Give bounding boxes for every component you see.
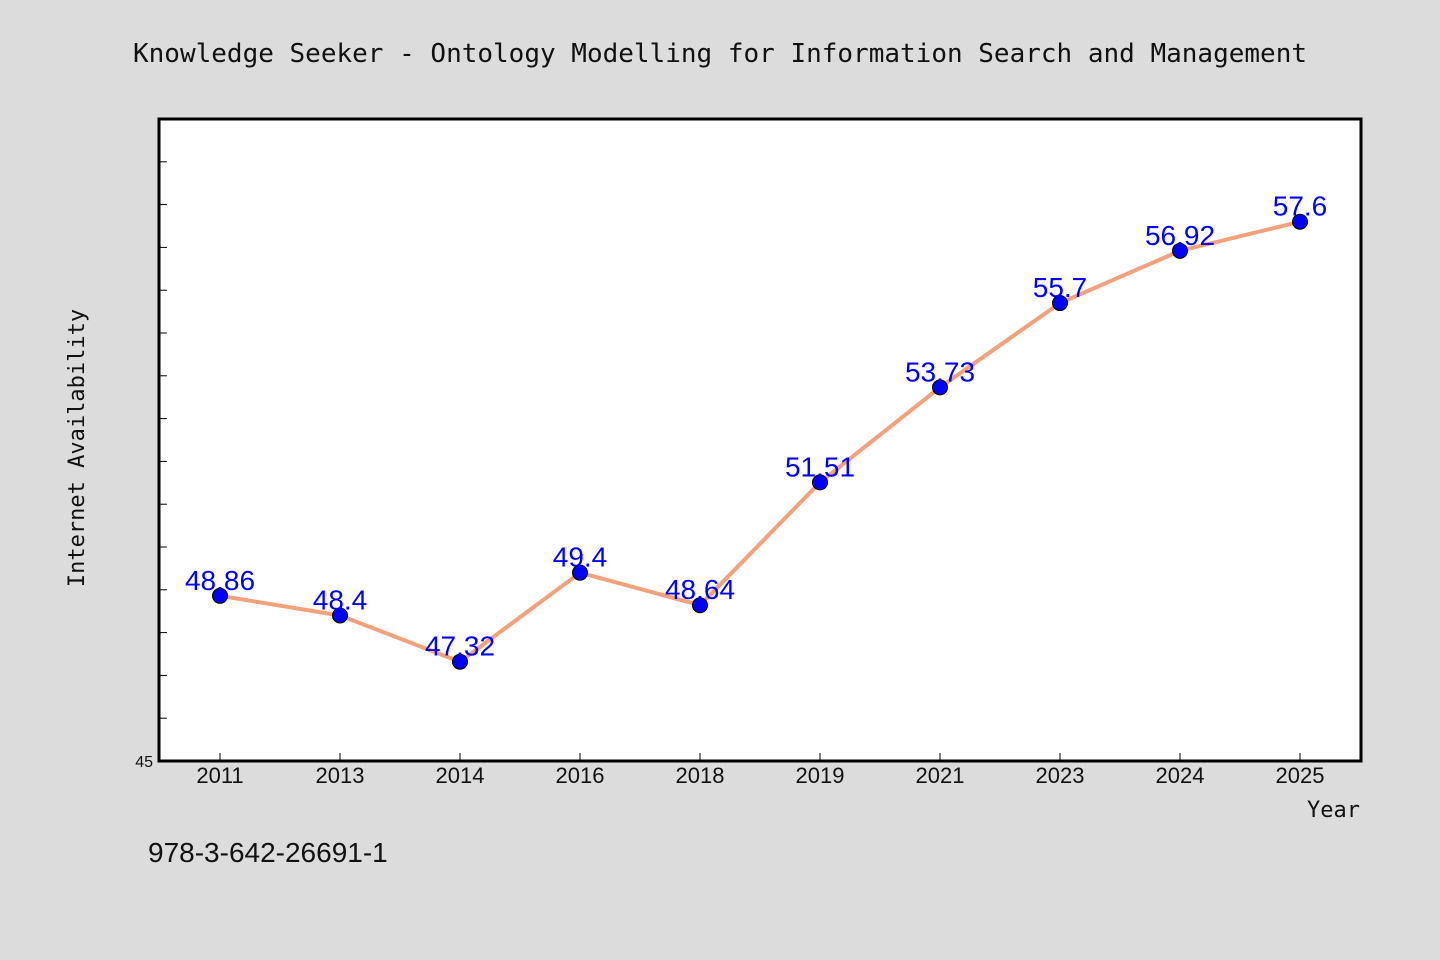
data-point (572, 564, 588, 581)
y-axis-label: Internet Availability (65, 309, 90, 587)
data-point (812, 474, 828, 491)
series-line (219, 219, 1301, 664)
data-label: 48.64 (665, 574, 735, 605)
x-tick-label: 2023 (1036, 763, 1085, 788)
x-tick-label: 2013 (316, 763, 365, 788)
data-point (1172, 242, 1188, 259)
data-label: 56.92 (1145, 220, 1215, 251)
x-tick-label: 2016 (556, 763, 605, 788)
x-tick-label: 2021 (916, 763, 965, 788)
data-label: 57.6 (1273, 191, 1328, 222)
plot-area (157, 117, 1363, 763)
x-axis-ticks: 2011 2013 2014 2016 2018 2019 2021 2023 2024 2025 (196, 753, 1324, 788)
chart-title: Knowledge Seeker - Ontology Modelling fo… (133, 39, 1307, 69)
data-point (1052, 295, 1068, 312)
data-label: 51.51 (785, 451, 855, 482)
data-label: 48.86 (185, 565, 255, 596)
data-label: 48.4 (313, 584, 368, 615)
data-point (452, 653, 468, 670)
x-tick-label: 2014 (436, 763, 485, 788)
data-label: 55.7 (1033, 272, 1088, 303)
data-point (1292, 213, 1308, 230)
data-label: 47.32 (425, 631, 495, 662)
data-point (932, 379, 948, 396)
y-axis-ticks: 45 (135, 161, 167, 771)
x-tick-label: 2024 (1156, 763, 1205, 788)
data-label: 53.73 (905, 356, 975, 387)
data-point (692, 597, 708, 614)
x-axis-label: Year (1307, 798, 1360, 823)
y-tick-label: 45 (135, 754, 153, 771)
x-tick-label: 2011 (196, 763, 243, 788)
x-tick-label: 2025 (1276, 763, 1325, 788)
data-points (212, 213, 1308, 670)
x-tick-label: 2018 (676, 763, 725, 788)
footer-isbn: 978-3-642-26691-1 (148, 837, 388, 868)
data-point (212, 587, 228, 604)
data-point (332, 607, 348, 624)
data-labels: 48.86 48.4 47.32 49.4 48.64 51.51 53.73 55.7 56.… (185, 191, 1327, 662)
data-label: 49.4 (553, 542, 608, 573)
x-tick-label: 2019 (796, 763, 845, 788)
